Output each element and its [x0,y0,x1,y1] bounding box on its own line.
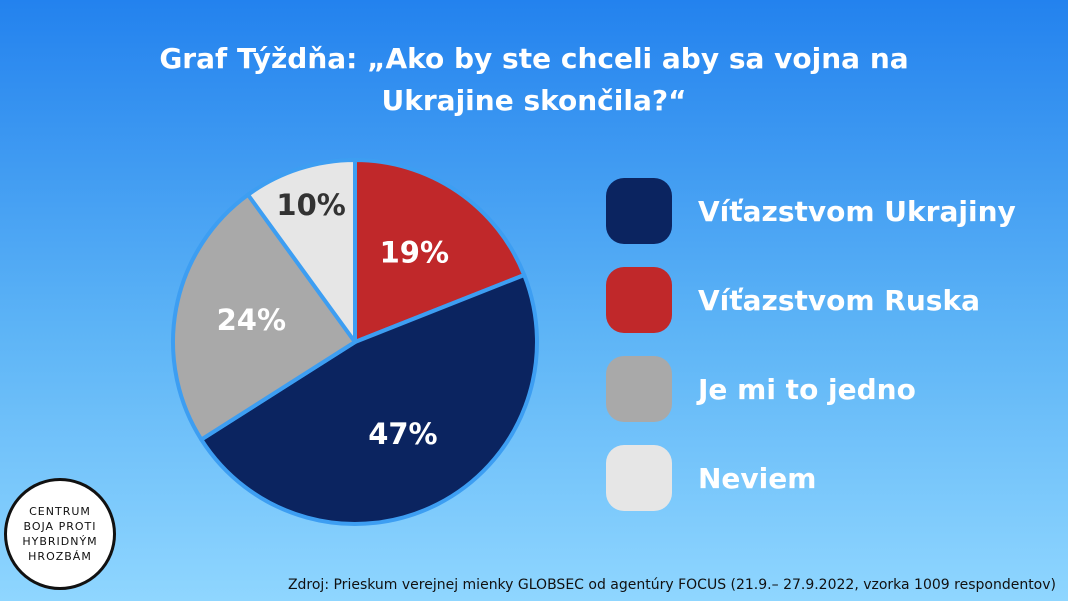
legend-item: Je mi to jedno [606,356,1016,422]
legend-swatch [606,445,672,511]
logo-text: HROZBÁM [28,550,92,563]
slice-label: 24% [217,303,286,337]
legend-item: Neviem [606,445,1016,511]
pie-slice [199,273,539,526]
legend-label: Je mi to jedno [698,372,916,406]
legend-swatch [606,178,672,244]
legend-item: Víťazstvom Ukrajiny [606,178,1016,244]
legend-label: Víťazstvom Ruska [698,283,980,317]
legend-item: Víťazstvom Ruska [606,267,1016,333]
legend-swatch [606,267,672,333]
chart-title: Graf Týždňa: „Ako by ste chceli aby sa v… [159,42,909,117]
source-note: Zdroj: Prieskum verejnej mienky GLOBSEC … [287,577,1056,593]
pie-slice [353,158,527,344]
slice-label: 10% [276,188,345,222]
logo-text: CENTRUM [29,505,91,518]
legend: Víťazstvom Ukrajiny Víťazstvom Ruska Je mi… [606,178,1016,534]
legend-label: Víťazstvom Ukrajiny [698,194,1016,228]
legend-label: Neviem [698,461,817,495]
slice-label: 19% [380,236,449,270]
pie-slice [246,158,357,344]
slice-label: 47% [368,417,437,451]
pie-slice [171,192,357,442]
logo: CENTRUM BOJA PROTI HYBRIDNÝM HROZBÁM [4,478,116,590]
logo-text: BOJA PROTI [23,520,97,533]
legend-swatch [606,356,672,422]
logo-text: HYBRIDNÝM [22,535,98,548]
